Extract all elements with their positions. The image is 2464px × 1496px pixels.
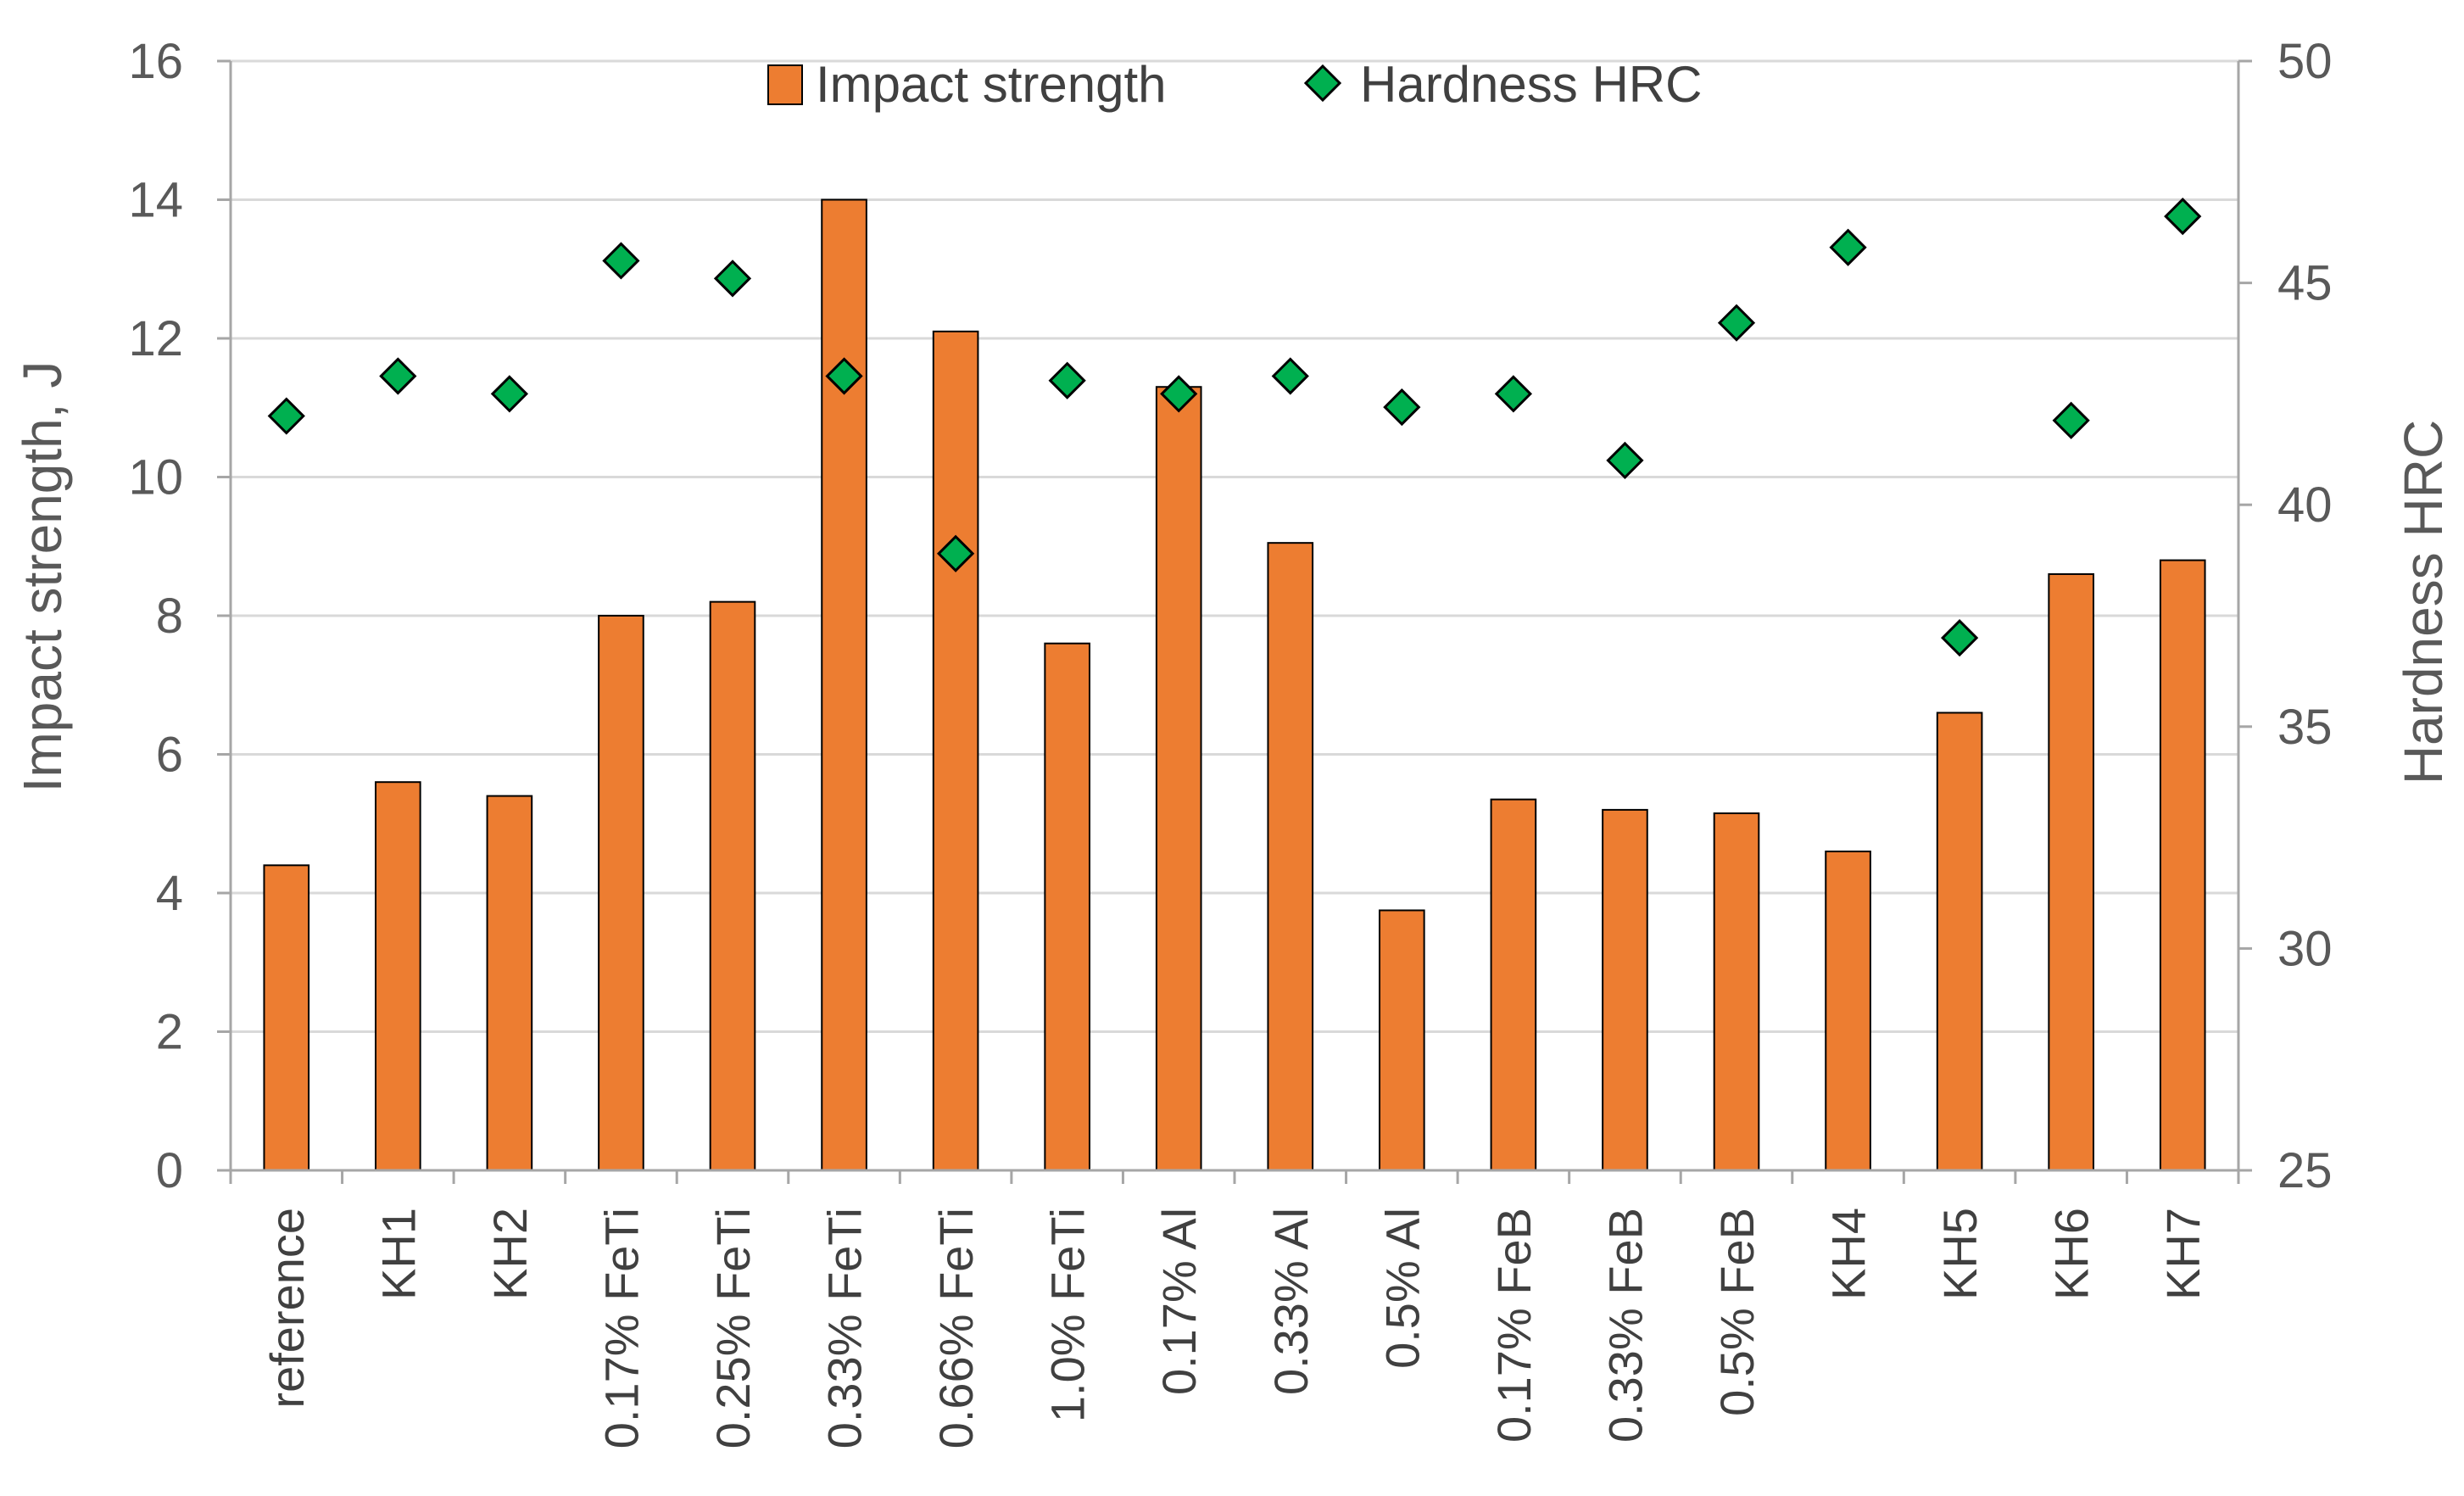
- bar-impact-10: [1379, 909, 1425, 1171]
- point-hardness-13: [1717, 304, 1756, 342]
- left-tick-label: 8: [156, 589, 183, 644]
- point-hardness-15: [1940, 619, 1979, 657]
- category-label: 0.25% FeTi: [706, 1208, 760, 1449]
- category-label: 0.66% FeTi: [929, 1208, 983, 1449]
- category-label: 1.0% FeTi: [1041, 1208, 1095, 1422]
- bar-series: [263, 198, 2206, 1172]
- legend: Impact strength Hardness HRC: [767, 56, 1702, 113]
- category-label: reference: [260, 1208, 314, 1409]
- point-hardness-16: [2052, 401, 2090, 439]
- y2-axis-title: Hardness HRC: [2393, 420, 2454, 784]
- bar-impact-2: [486, 795, 533, 1171]
- point-hardness-1: [379, 357, 417, 395]
- bar-impact-7: [1044, 642, 1090, 1171]
- bar-impact-13: [1713, 812, 1760, 1171]
- right-tick-label: 50: [2277, 34, 2333, 89]
- category-label: 0.17% Al: [1152, 1208, 1206, 1395]
- left-tick-label: 2: [156, 1005, 183, 1060]
- point-hardness-3: [602, 242, 640, 280]
- category-label: KH5: [1933, 1208, 1987, 1300]
- left-tick-label: 4: [156, 866, 183, 921]
- category-label: 0.17% FeTi: [594, 1208, 648, 1449]
- legend-impact-label: Impact strength: [816, 56, 1167, 113]
- category-label: 0.33% FeB: [1598, 1208, 1652, 1443]
- left-tick-label: 12: [128, 311, 183, 366]
- bar-impact-9: [1267, 542, 1314, 1171]
- bar-impact-15: [1936, 712, 1983, 1171]
- scatter-series: [267, 197, 2202, 657]
- category-label: 0.33% FeTi: [818, 1208, 872, 1449]
- category-label: KH1: [371, 1208, 425, 1300]
- y-axis-title: Impact strength, J: [12, 361, 73, 793]
- point-hardness-4: [713, 260, 752, 298]
- point-hardness-0: [267, 397, 305, 435]
- category-label: KH7: [2156, 1208, 2210, 1300]
- point-hardness-2: [490, 375, 529, 413]
- right-axis-ticks: 25 30 35 40 45 50: [2277, 34, 2333, 1198]
- point-hardness-17: [2164, 197, 2202, 236]
- category-label: KH4: [1822, 1208, 1876, 1300]
- category-label: KH2: [483, 1208, 537, 1300]
- right-tick-label: 25: [2277, 1143, 2333, 1198]
- right-tick-label: 30: [2277, 921, 2333, 976]
- axes: [217, 59, 2252, 1184]
- left-tick-label: 10: [128, 450, 183, 505]
- bar-impact-4: [709, 600, 756, 1171]
- gridlines: [231, 59, 2238, 1033]
- bar-impact-1: [375, 781, 421, 1171]
- point-hardness-11: [1494, 375, 1533, 413]
- bar-impact-14: [1825, 850, 1871, 1171]
- left-axis-ticks: 0 2 4 6 8 10 12 14 16: [128, 34, 183, 1198]
- right-tick-label: 45: [2277, 256, 2333, 311]
- category-label: 0.33% Al: [1264, 1208, 1318, 1395]
- point-hardness-14: [1829, 228, 1867, 266]
- left-tick-label: 16: [128, 34, 183, 89]
- point-hardness-7: [1048, 361, 1086, 399]
- category-label: KH6: [2045, 1208, 2099, 1300]
- category-label: 0.17% FeB: [1487, 1208, 1541, 1443]
- point-hardness-6: [936, 534, 975, 572]
- bar-impact-12: [1602, 808, 1648, 1172]
- category-labels: reference KH1 KH2 0.17% FeTi 0.25% FeTi 0.33%…: [260, 1208, 2210, 1449]
- bar-impact-11: [1490, 798, 1537, 1171]
- point-hardness-8: [1160, 375, 1198, 413]
- bar-impact-16: [2048, 572, 2094, 1171]
- point-hardness-10: [1383, 388, 1421, 427]
- legend-hardness-swatch: [1303, 64, 1342, 103]
- legend-impact-swatch: [767, 64, 803, 105]
- legend-hardness-label: Hardness HRC: [1360, 56, 1702, 113]
- right-tick-label: 35: [2277, 700, 2333, 755]
- bar-impact-6: [932, 330, 979, 1171]
- bar-impact-0: [263, 864, 310, 1171]
- right-tick-label: 40: [2277, 477, 2333, 533]
- point-hardness-12: [1606, 441, 1644, 480]
- category-label: 0.5% FeB: [1710, 1208, 1764, 1416]
- bar-impact-8: [1155, 386, 1202, 1172]
- left-tick-label: 14: [128, 173, 183, 228]
- left-tick-label: 0: [156, 1143, 183, 1198]
- bar-impact-3: [598, 615, 644, 1171]
- point-hardness-5: [825, 357, 863, 395]
- category-label: 0.5% Al: [1375, 1208, 1429, 1369]
- bar-impact-17: [2159, 559, 2206, 1171]
- bar-impact-5: [821, 198, 867, 1171]
- left-tick-label: 6: [156, 728, 183, 783]
- point-hardness-9: [1271, 357, 1309, 395]
